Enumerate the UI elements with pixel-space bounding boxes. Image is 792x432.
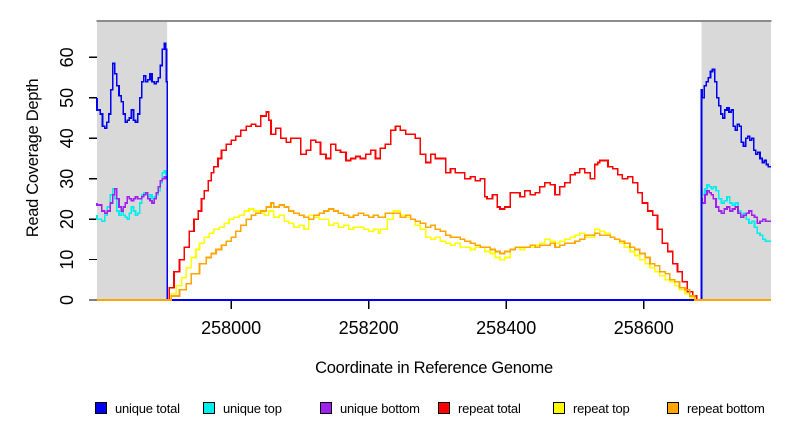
legend-item-unique-top: unique top (203, 400, 282, 416)
legend-swatch (95, 402, 107, 414)
y-tick-label: 30 (57, 169, 77, 189)
y-tick-label: 20 (57, 209, 77, 229)
legend-label: repeat total (458, 400, 521, 416)
y-tick-label: 0 (57, 295, 77, 305)
legend-swatch (438, 402, 450, 414)
legend-swatch (203, 402, 215, 414)
y-axis-title: Read Coverage Depth (24, 78, 42, 238)
legend-label: repeat top (573, 400, 630, 416)
legend-item-repeat-top: repeat top (553, 400, 630, 416)
legend-item-repeat-total: repeat total (438, 400, 521, 416)
legend-swatch (553, 402, 565, 414)
series-repeat-bottom (97, 202, 771, 301)
series-unique-total (96, 42, 771, 301)
y-tick-label: 50 (57, 88, 77, 108)
legend-label: unique total (115, 400, 180, 416)
y-tick-label: 60 (57, 47, 77, 67)
unique-region-shade-right (701, 21, 771, 300)
unique-region-shade-left (97, 21, 168, 300)
y-tick-label: 10 (57, 250, 77, 270)
x-tick-label: 258000 (201, 318, 261, 338)
x-tick-label: 258200 (339, 318, 399, 338)
legend-item-unique-bottom: unique bottom (320, 400, 420, 416)
legend-swatch (320, 402, 332, 414)
series-unique-bottom (96, 175, 771, 301)
series-repeat-top (97, 208, 771, 301)
legend-item-repeat-bottom: repeat bottom (667, 400, 765, 416)
legend-swatch (667, 402, 679, 414)
legend-label: unique bottom (340, 400, 420, 416)
x-axis-title: Coordinate in Reference Genome (315, 359, 553, 377)
legend-item-unique-total: unique total (95, 400, 180, 416)
legend-label: repeat bottom (687, 400, 765, 416)
x-tick-label: 258400 (476, 318, 536, 338)
series-repeat-total (97, 111, 771, 301)
y-tick-label: 40 (57, 128, 77, 148)
x-tick-label: 258600 (614, 318, 674, 338)
legend-label: unique top (223, 400, 282, 416)
